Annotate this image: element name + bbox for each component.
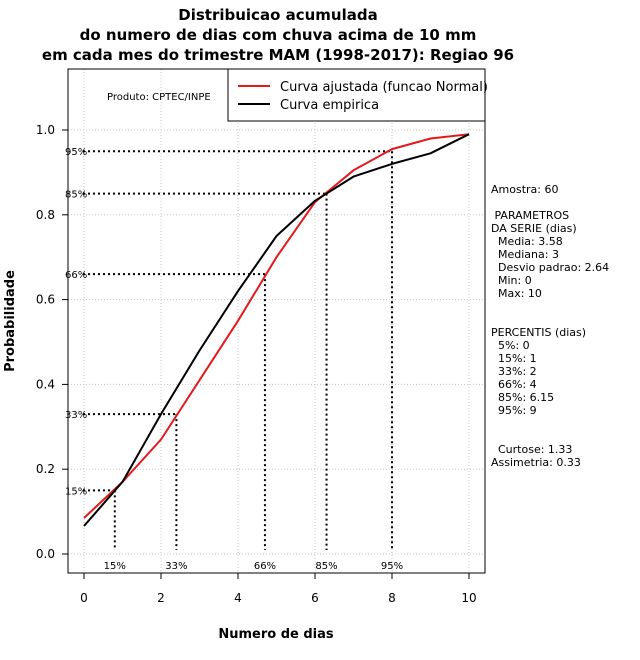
y-tick-label: 0.4 — [36, 377, 55, 391]
x-tick-label: 0 — [80, 591, 88, 605]
product-label: Produto: CPTEC/INPE — [107, 92, 211, 103]
stats-line: 95%: 9 — [491, 404, 537, 417]
percentile-label-bottom: 33% — [165, 561, 187, 572]
stats-line: Curtose: 1.33 — [491, 443, 572, 456]
percentile-label-left: 95% — [65, 147, 87, 158]
stats-line: 5%: 0 — [491, 339, 530, 352]
legend-box — [227, 68, 486, 122]
x-axis-title: Numero de dias — [218, 627, 334, 642]
stats-line: Min: 0 — [491, 274, 532, 287]
percentile-label-bottom: 85% — [315, 561, 337, 572]
stats-line: DA SERIE (dias) — [491, 222, 577, 235]
y-tick-label: 0.8 — [36, 208, 55, 222]
percentile-label-bottom: 95% — [381, 561, 403, 572]
percentile-label-bottom: 66% — [254, 561, 276, 572]
stats-line: Media: 3.58 — [491, 235, 563, 248]
y-tick-label: 0.0 — [36, 547, 55, 561]
y-tick-label: 1.0 — [36, 123, 55, 137]
chart-title-line-3: em cada mes do trimestre MAM (1998-2017)… — [42, 46, 514, 64]
legend-label-2: Curva empirica — [280, 98, 379, 113]
stats-line: 15%: 1 — [491, 352, 537, 365]
stats-line: Max: 10 — [491, 287, 542, 300]
stats-line: 66%: 4 — [491, 378, 537, 391]
stats-line: Amostra: 60 — [491, 183, 558, 196]
percentile-label-left: 66% — [65, 270, 87, 281]
stats-line: Mediana: 3 — [491, 248, 559, 261]
x-tick-label: 6 — [311, 591, 319, 605]
percentile-label-bottom: 15% — [104, 561, 126, 572]
stats-line: 85%: 6.15 — [491, 391, 554, 404]
percentile-label-left: 15% — [65, 486, 87, 497]
plot-frame — [67, 68, 486, 574]
chart-title-line-2: do numero de dias com chuva acima de 10 … — [80, 26, 477, 44]
series-line-1 — [83, 133, 470, 519]
series-line-2 — [83, 133, 470, 527]
stats-line: Desvio padrao: 2.64 — [491, 261, 609, 274]
stats-line: 33%: 2 — [491, 365, 537, 378]
stats-line: PARAMETROS — [491, 209, 569, 222]
chart-title-line-1: Distribuicao acumulada — [178, 6, 377, 24]
x-tick-label: 2 — [157, 591, 165, 605]
stats-line: Assimetria: 0.33 — [491, 456, 581, 469]
y-tick-label: 0.2 — [36, 462, 55, 476]
y-tick-label: 0.6 — [36, 293, 55, 307]
x-tick-label: 4 — [234, 591, 242, 605]
x-tick-label: 8 — [388, 591, 396, 605]
percentile-label-left: 33% — [65, 410, 87, 421]
x-tick-label: 10 — [461, 591, 476, 605]
percentile-label-left: 85% — [65, 190, 87, 201]
stats-line: PERCENTIS (dias) — [491, 326, 586, 339]
y-axis-title: Probabilidade — [3, 270, 18, 372]
legend-label-1: Curva ajustada (funcao Normal) — [280, 80, 488, 95]
